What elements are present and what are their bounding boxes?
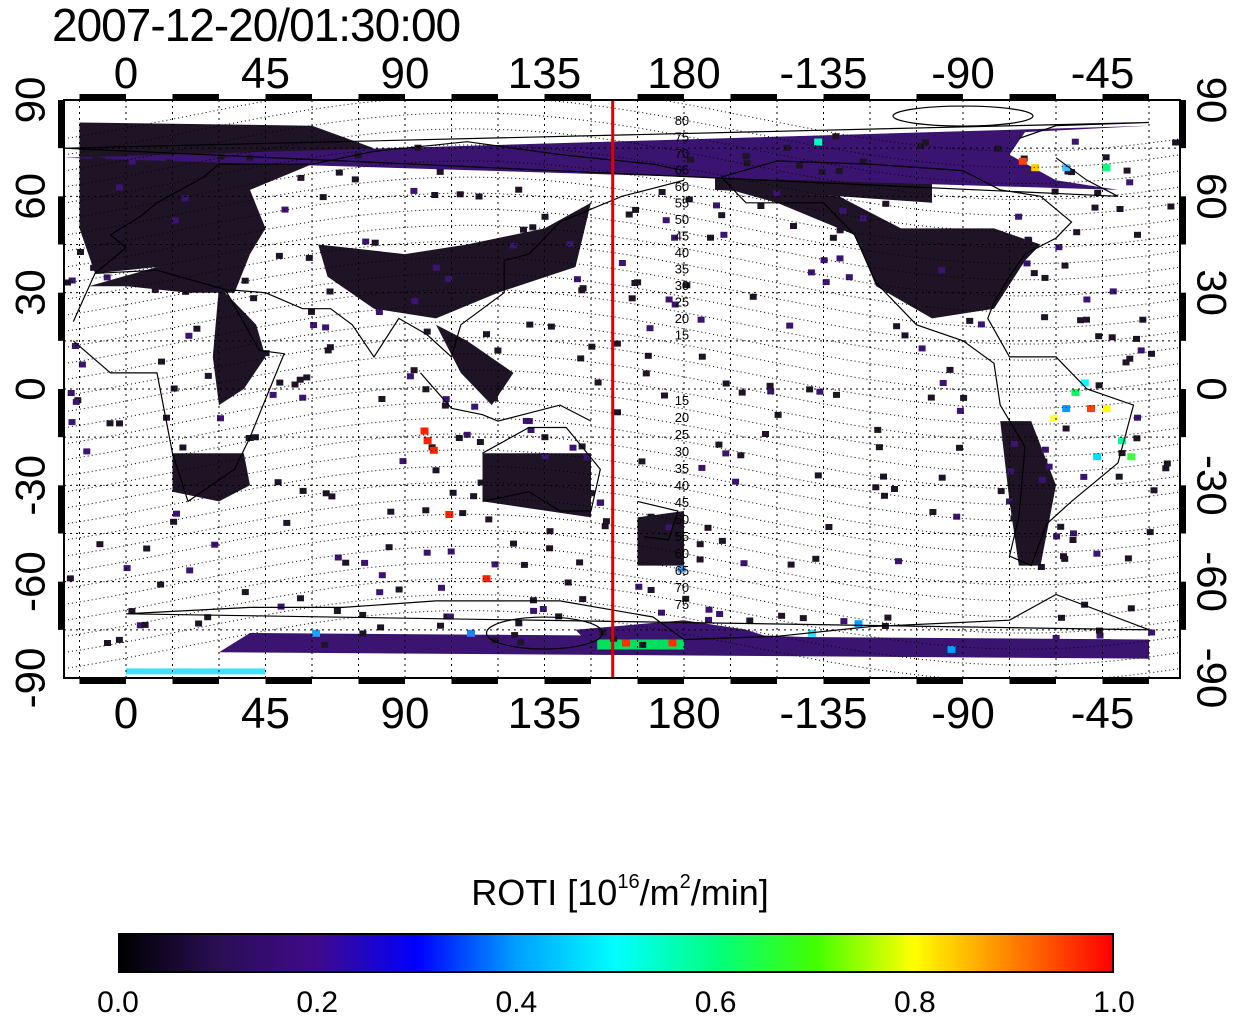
x-tick-label-top: 0 — [114, 49, 138, 98]
contour-label-south: 70 — [675, 580, 689, 595]
x-tick-label-bottom: -45 — [1071, 689, 1135, 738]
data-region-11 — [436, 324, 514, 406]
x-tick-label-bottom: -90 — [931, 689, 995, 738]
contour-label-north: 70 — [675, 146, 689, 161]
x-tick-label-top: -45 — [1071, 49, 1135, 98]
contour-label-north: 65 — [675, 163, 689, 178]
contour-labels: 8075706560555045403530252015152025303540… — [675, 113, 689, 612]
x-tick-label-bottom: 90 — [381, 689, 430, 738]
y-tick-label-right: 30 — [1189, 269, 1236, 316]
contour-label-south: 65 — [675, 563, 689, 578]
y-tick-label-right: -30 — [1189, 455, 1236, 516]
auroral-contours — [485, 105, 1034, 650]
colorbar — [118, 933, 1114, 973]
contour-label-south: 50 — [675, 512, 689, 527]
map-plot-area — [64, 100, 1180, 678]
contour-label-north: 30 — [675, 278, 689, 293]
contour-label-north: 15 — [675, 328, 689, 343]
x-tick-label-top: 90 — [381, 49, 430, 98]
y-tick-label-left: -90 — [7, 648, 54, 709]
coastline-4 — [482, 426, 601, 512]
contour-label-south: 45 — [675, 495, 689, 510]
contour-label-south: 30 — [675, 444, 689, 459]
contour-label-north: 20 — [675, 311, 689, 326]
coastline-1 — [94, 141, 685, 274]
contour-label-north: 25 — [675, 295, 689, 310]
contour-label-south: 35 — [675, 461, 689, 476]
contour-label-north: 55 — [675, 196, 689, 211]
frame-ticks — [58, 94, 1186, 684]
data-region-7 — [1000, 421, 1056, 566]
data-region-3 — [172, 453, 250, 502]
y-tick-label-left: 0 — [7, 377, 54, 400]
y-tick-label-right: 90 — [1189, 77, 1236, 124]
contour-label-south: 75 — [675, 597, 689, 612]
x-tick-label-top: 45 — [241, 49, 290, 98]
contour-label-south: 60 — [675, 546, 689, 561]
y-tick-label-left: -30 — [7, 455, 54, 516]
x-tick-label-bottom: 135 — [508, 689, 581, 738]
x-tick-label-bottom: 180 — [647, 689, 720, 738]
data-region-10 — [64, 125, 1149, 190]
colorbar-tick-label: 0.2 — [296, 986, 339, 1019]
contour-label-north: 45 — [675, 229, 689, 244]
x-tick-labels-bottom: 0 45 90 135 180 -135 -90 -45 — [114, 689, 1135, 738]
contour-label-south: 55 — [675, 529, 689, 544]
contour-label-south: 25 — [675, 427, 689, 442]
south-polar-contour — [485, 616, 604, 650]
coastline-8 — [125, 593, 1150, 641]
contour-label-north: 40 — [675, 245, 689, 260]
colorbar-tick-label: 1.0 — [1093, 986, 1135, 1019]
y-tick-labels-right: 90 60 30 0 -30 -60 -90 — [1189, 77, 1236, 709]
data-region-4 — [318, 202, 591, 319]
magnetic-latitude-contours — [64, 100, 1180, 678]
contour-label-north: 80 — [675, 113, 689, 128]
colorbar-tick-label: 0.4 — [495, 986, 538, 1019]
roti-data-regions — [64, 122, 1149, 675]
x-tick-label-top: -90 — [931, 49, 995, 98]
data-band-south-cyan — [126, 668, 266, 675]
y-tick-label-right: -90 — [1189, 648, 1236, 709]
contour-label-north: 75 — [675, 130, 689, 145]
lat-lon-grid — [64, 100, 1180, 678]
x-tick-label-top: 180 — [647, 49, 720, 98]
roti-map: 8075706560555045403530252015152025303540… — [7, 49, 1236, 738]
contour-label-south: 40 — [675, 478, 689, 493]
contour-label-south: 20 — [675, 410, 689, 425]
coastline-6 — [720, 160, 1135, 567]
colorbar-tick-label: 0.0 — [97, 986, 139, 1019]
x-tick-label-bottom: 0 — [114, 689, 138, 738]
y-tick-label-right: 0 — [1189, 377, 1236, 400]
x-tick-label-bottom: -135 — [779, 689, 867, 738]
colorbar-tick-label: 0.8 — [893, 986, 936, 1019]
x-tick-label-bottom: 45 — [241, 689, 290, 738]
contour-label-north: 35 — [675, 262, 689, 277]
y-tick-labels-left: 90 60 30 0 -30 -60 -90 — [7, 77, 54, 709]
colorbar-tick-label: 0.6 — [694, 986, 737, 1019]
x-tick-labels-top: 0 45 90 135 180 -135 -90 -45 — [114, 49, 1135, 98]
x-tick-label-top: 135 — [508, 49, 581, 98]
y-tick-label-left: 60 — [7, 173, 54, 220]
y-tick-label-left: -60 — [7, 551, 54, 612]
data-region-14 — [699, 633, 1118, 656]
north-polar-contour — [892, 105, 1034, 127]
y-tick-label-right: -60 — [1189, 551, 1236, 612]
coastline-3 — [420, 372, 592, 422]
y-tick-label-left: 30 — [7, 269, 54, 316]
y-tick-label-left: 90 — [7, 77, 54, 124]
map-timestamp-title: 2007-12-20/01:30:00 — [52, 0, 461, 51]
contour-label-north: 50 — [675, 212, 689, 227]
y-tick-label-right: 60 — [1189, 173, 1236, 220]
colorbar-title: ROTI [1016/m2/min] — [471, 871, 769, 913]
contour-label-north: 60 — [675, 179, 689, 194]
contour-label-south: 15 — [675, 393, 689, 408]
x-tick-label-top: -135 — [779, 49, 867, 98]
coastline-5 — [637, 500, 679, 541]
